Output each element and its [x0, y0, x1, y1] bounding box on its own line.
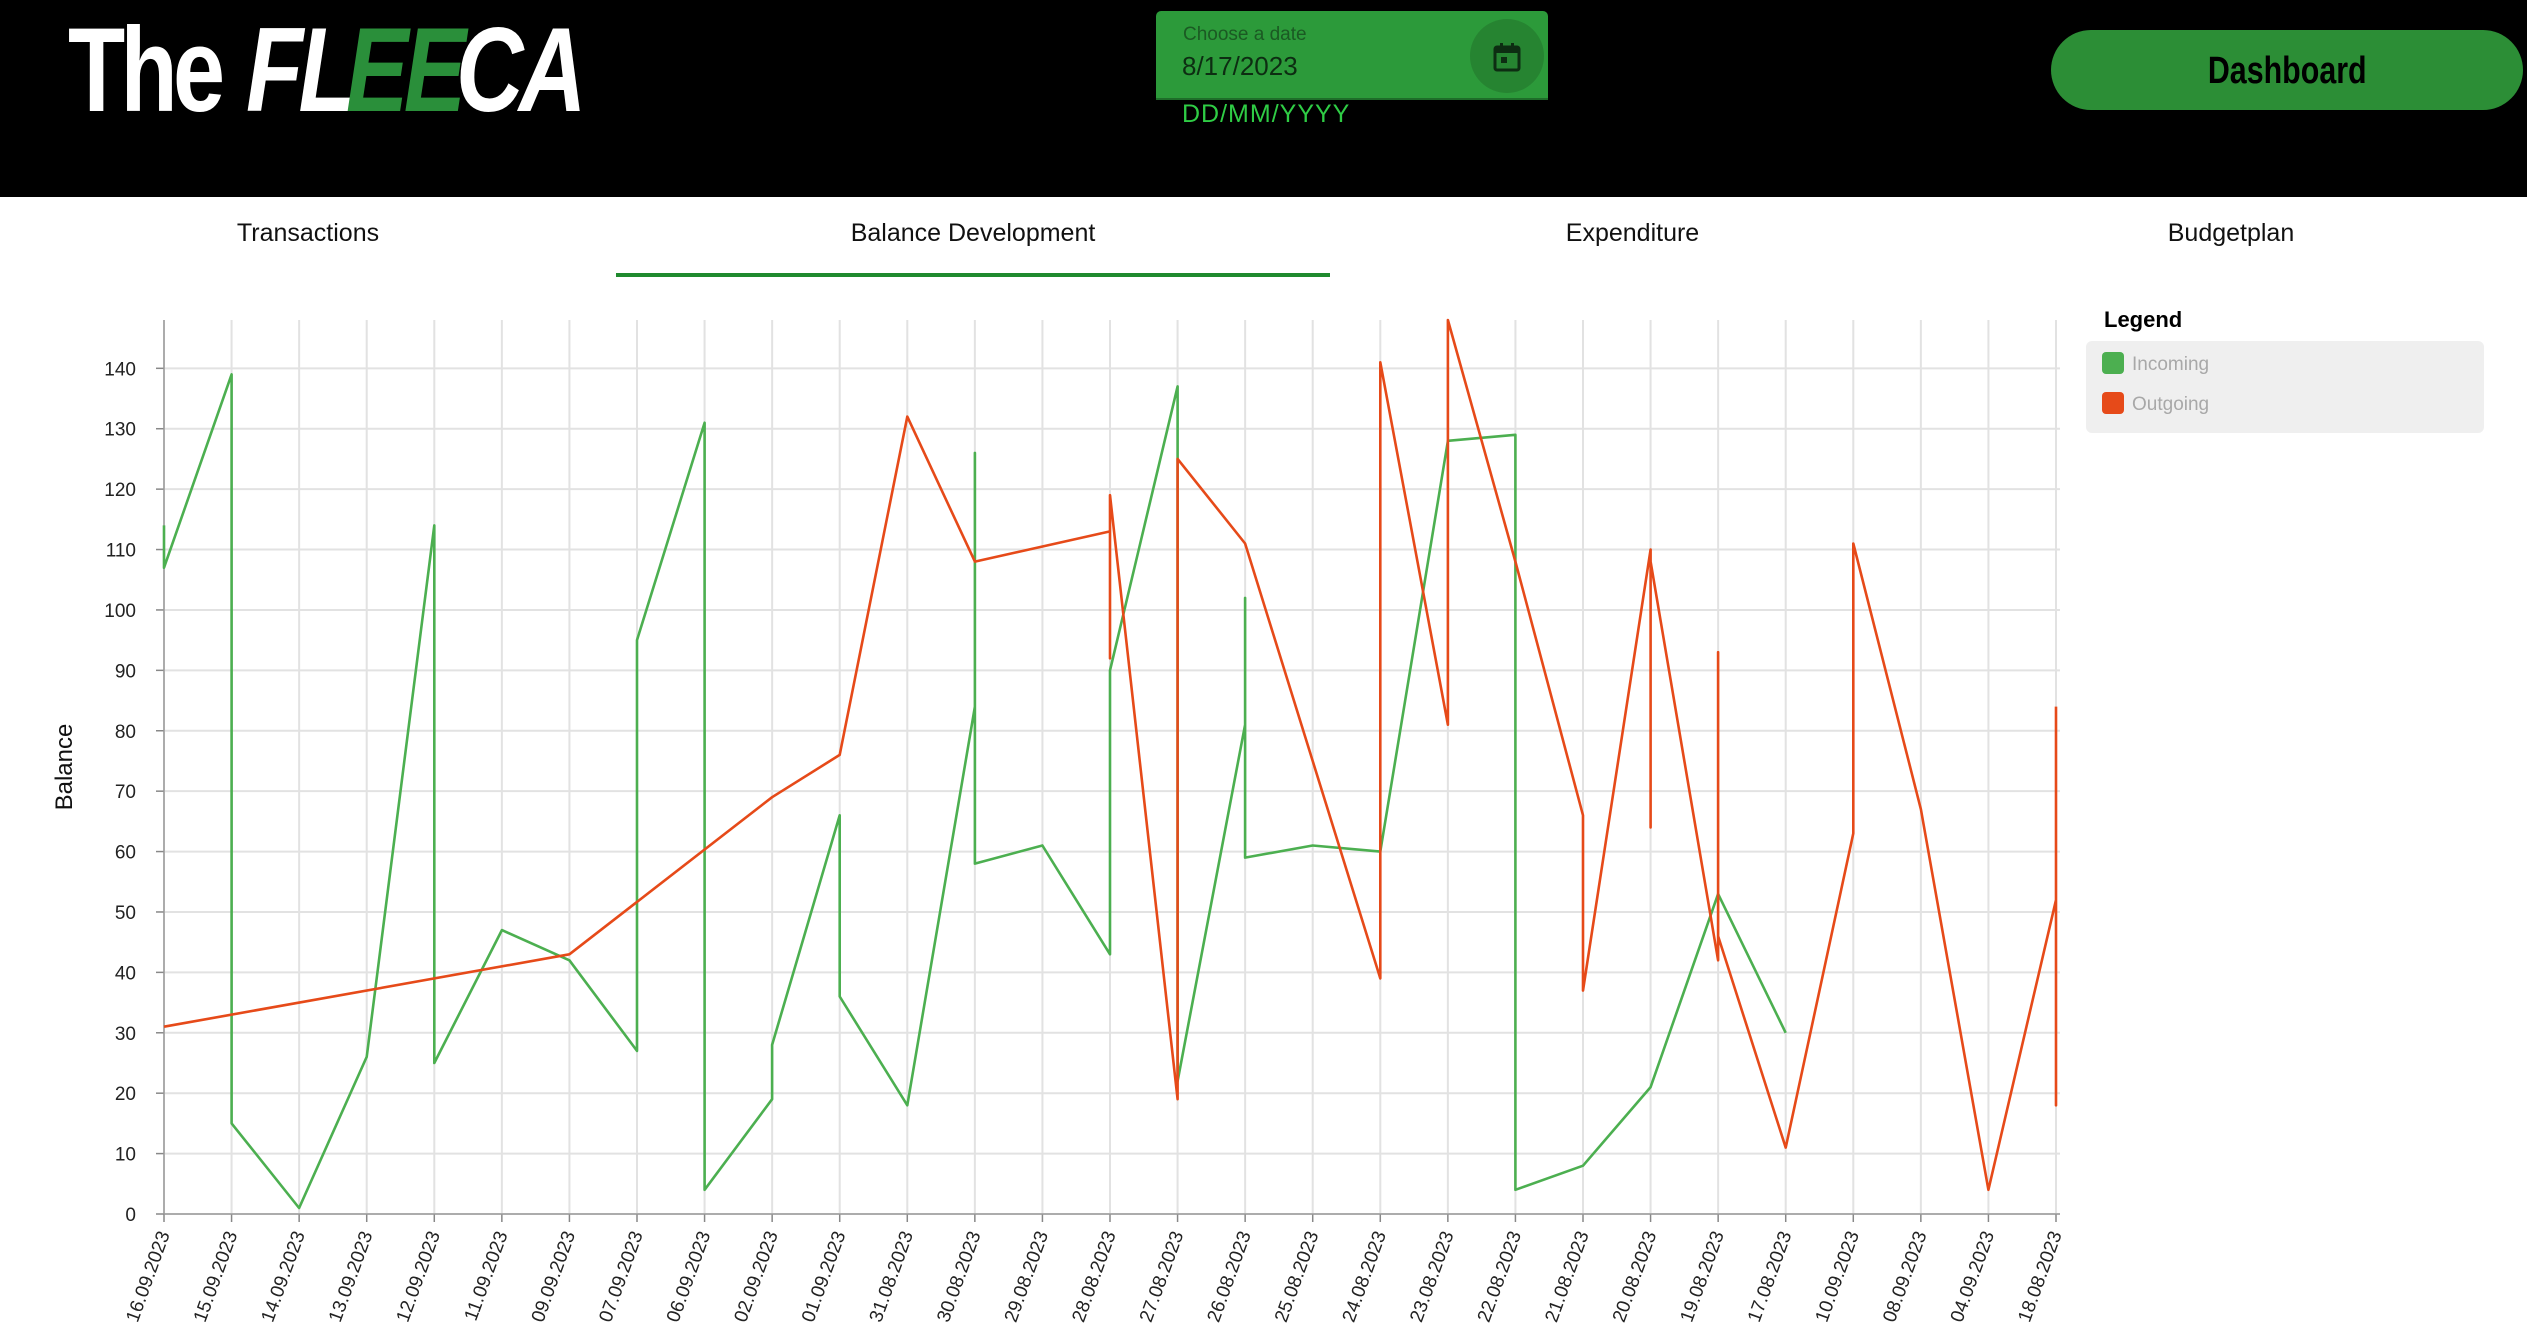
- tab-transactions[interactable]: Transactions: [236, 219, 380, 247]
- x-tick-label: 16.09.2023: [122, 1229, 174, 1326]
- x-tick-label: 26.08.2023: [1204, 1229, 1256, 1326]
- tab-balance-development[interactable]: Balance Development: [616, 197, 1330, 277]
- x-tick-label: 06.09.2023: [663, 1229, 715, 1326]
- x-tick-label: 21.08.2023: [1541, 1229, 1593, 1326]
- x-tick-label: 19.08.2023: [1677, 1229, 1729, 1326]
- legend-label-incoming: Incoming: [2132, 354, 2210, 375]
- y-tick-label: 130: [104, 420, 136, 441]
- x-tick-label: 01.09.2023: [798, 1229, 850, 1326]
- logo-the: The: [68, 3, 225, 137]
- logo-ee: EE: [346, 3, 466, 137]
- x-tick-label: 23.08.2023: [1406, 1229, 1458, 1326]
- logo-ca: CA: [456, 3, 587, 137]
- y-tick-label: 140: [104, 359, 136, 380]
- y-tick-label: 90: [115, 661, 136, 682]
- x-tick-label: 15.09.2023: [190, 1229, 242, 1326]
- balance-chart-area: 0 10 20 30 40 50 60 70 80 90 100 110 120 130 140 16.09.…: [0, 277, 2527, 1328]
- chart-axes: 0 10 20 30 40 50 60 70 80 90 100 110 120 130 140 16.09.…: [104, 320, 2067, 1326]
- x-tick-label: 28.08.2023: [1068, 1229, 1120, 1326]
- y-tick-label: 110: [106, 541, 136, 562]
- x-tick-label: 31.08.2023: [866, 1229, 918, 1326]
- chart-grid: [163, 320, 2060, 1215]
- x-tick-label: 24.08.2023: [1339, 1229, 1391, 1326]
- y-tick-label: 60: [115, 843, 136, 864]
- x-tick-label: 13.09.2023: [325, 1229, 377, 1326]
- y-tick-label: 120: [104, 480, 136, 501]
- x-tick-label: 20.08.2023: [1609, 1229, 1661, 1326]
- y-axis-label: Balance: [51, 724, 78, 811]
- x-tick-label: 12.09.2023: [393, 1229, 445, 1326]
- legend-swatch-incoming: [2102, 352, 2124, 374]
- x-tick-label: 07.09.2023: [595, 1229, 647, 1326]
- tab-expenditure[interactable]: Expenditure: [1565, 219, 1700, 247]
- x-tick-label: 18.08.2023: [2014, 1229, 2066, 1326]
- legend-box: Incoming Outgoing: [2086, 341, 2484, 433]
- date-picker-input[interactable]: 8/17/2023: [1182, 51, 1298, 81]
- x-tick-label: 11.09.2023: [461, 1229, 513, 1324]
- series-line-incoming: [162, 373, 1787, 1210]
- chart-legend: Legend Incoming Outgoing: [2086, 303, 2486, 433]
- logo-fl: FL: [246, 3, 356, 137]
- x-tick-label: 04.09.2023: [1947, 1229, 1999, 1326]
- y-tick-label: 0: [125, 1205, 136, 1226]
- y-tick-label: 50: [115, 903, 136, 924]
- balance-line-chart: 0 10 20 30 40 50 60 70 80 90 100 110 120 130 140 16.09.…: [51, 318, 2067, 1326]
- y-tick-label: 30: [115, 1024, 136, 1045]
- y-tick-label: 40: [115, 963, 136, 984]
- x-tick-label: 30.08.2023: [933, 1229, 985, 1326]
- legend-item-outgoing[interactable]: Outgoing: [2102, 391, 2209, 419]
- x-tick-label: 10.09.2023: [1812, 1229, 1864, 1326]
- legend-item-incoming[interactable]: Incoming: [2102, 351, 2209, 379]
- y-tick-label: 80: [115, 722, 136, 743]
- tab-bar: Transactions Balance Development Expendi…: [0, 197, 2527, 277]
- date-format-hint: DD/MM/YYYY: [1182, 100, 1351, 128]
- chart-series: [162, 318, 2058, 1210]
- app-header: The FL EE CA Choose a date 8/17/2023 DD/…: [0, 0, 2527, 197]
- x-tick-label: 29.08.2023: [1001, 1229, 1053, 1326]
- x-tick-label: 08.09.2023: [1879, 1229, 1931, 1326]
- dashboard-button[interactable]: Dashboard: [2051, 30, 2523, 110]
- x-tick-label: 25.08.2023: [1271, 1229, 1323, 1326]
- legend-label-outgoing: Outgoing: [2132, 394, 2210, 415]
- y-tick-label: 10: [115, 1145, 136, 1166]
- calendar-toggle-button[interactable]: [1470, 19, 1544, 93]
- tab-budgetplan[interactable]: Budgetplan: [2167, 219, 2295, 247]
- fleeca-logo: The FL EE CA: [68, 10, 608, 130]
- x-tick-label: 22.08.2023: [1474, 1229, 1526, 1326]
- y-tick-label: 20: [115, 1084, 136, 1105]
- x-tick-label: 02.09.2023: [731, 1229, 783, 1326]
- y-tick-label: 100: [104, 601, 136, 622]
- y-tick-label: 70: [115, 782, 136, 803]
- dashboard-button-label: Dashboard: [2207, 50, 2367, 92]
- x-tick-label: 27.08.2023: [1136, 1229, 1188, 1326]
- legend-title: Legend: [2104, 307, 2183, 332]
- date-picker-label: Choose a date: [1183, 24, 1307, 45]
- x-tick-label: 17.08.2023: [1744, 1229, 1796, 1326]
- date-picker-field[interactable]: Choose a date 8/17/2023: [1156, 11, 1548, 100]
- calendar-icon: [1493, 43, 1521, 72]
- x-tick-label: 14.09.2023: [258, 1229, 310, 1326]
- series-line-outgoing: [163, 318, 2058, 1192]
- legend-swatch-outgoing: [2102, 392, 2124, 414]
- x-tick-label: 09.09.2023: [528, 1229, 580, 1326]
